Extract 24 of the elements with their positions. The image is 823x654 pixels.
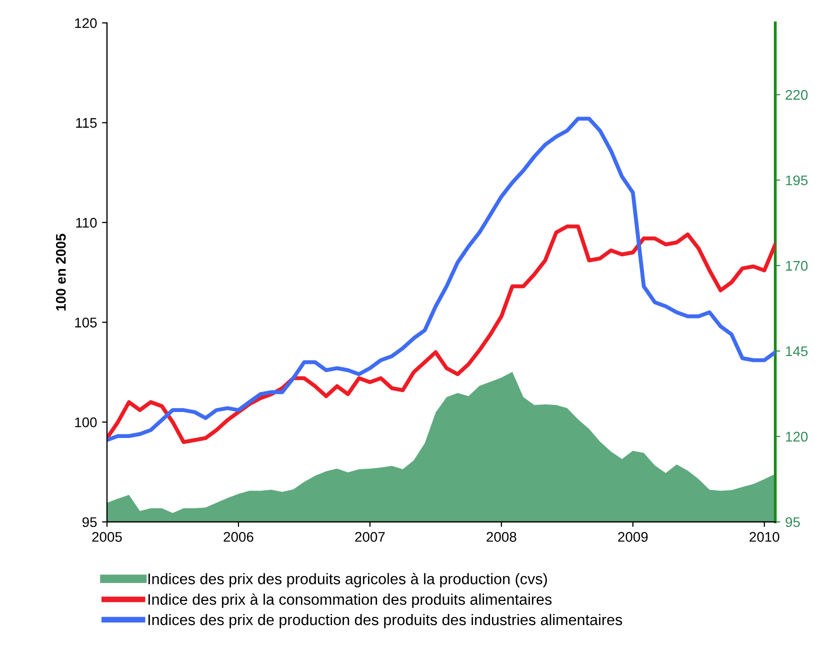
line-series	[106, 116, 776, 442]
legend-label: Indice des prix à la consommation des produits alimentaires	[148, 593, 552, 608]
x-tick-label: 2006	[224, 532, 254, 542]
x-tick-label: 2009	[618, 532, 648, 542]
line-series	[106, 224, 776, 444]
y2-tick-label: 95	[786, 517, 800, 528]
x-tick-label: 2005	[92, 532, 122, 542]
legend-label: Indices des prix des produits agricoles à la production (cvs)	[148, 572, 547, 588]
y-tick-label: 120	[75, 18, 97, 28]
y2-tick-label: 220	[786, 90, 808, 100]
y-tick-label: 115	[76, 118, 97, 128]
x-tick-label: 2008	[486, 532, 516, 542]
y2-tick-label: 195	[786, 175, 808, 186]
legend-label: Indices des prix de production des produits des industries alimentaires	[148, 614, 622, 628]
y-tick-label: 105	[75, 318, 97, 328]
x-tick-label: 2010	[750, 532, 780, 542]
y2-tick-label: 120	[786, 432, 808, 442]
y-tick-label: 95	[82, 517, 97, 528]
y-tick-label: 110	[76, 218, 97, 228]
y2-tick-label: 145	[786, 346, 808, 356]
y2-tick-label: 170	[786, 260, 808, 271]
y-axis-title: 100 en 2005	[56, 234, 66, 311]
x-tick-label: 2007	[355, 532, 385, 542]
y-tick-label: 100	[75, 417, 97, 428]
